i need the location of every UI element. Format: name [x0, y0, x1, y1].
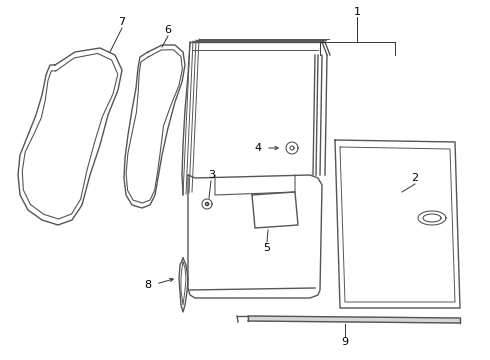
Text: 2: 2 — [412, 173, 418, 183]
Text: 4: 4 — [254, 143, 262, 153]
Text: 8: 8 — [145, 280, 151, 290]
Text: 1: 1 — [353, 7, 361, 17]
Text: 5: 5 — [264, 243, 270, 253]
Text: 9: 9 — [342, 337, 348, 347]
Polygon shape — [248, 316, 460, 323]
Text: 3: 3 — [209, 170, 216, 180]
Text: 6: 6 — [165, 25, 172, 35]
Text: 7: 7 — [119, 17, 125, 27]
